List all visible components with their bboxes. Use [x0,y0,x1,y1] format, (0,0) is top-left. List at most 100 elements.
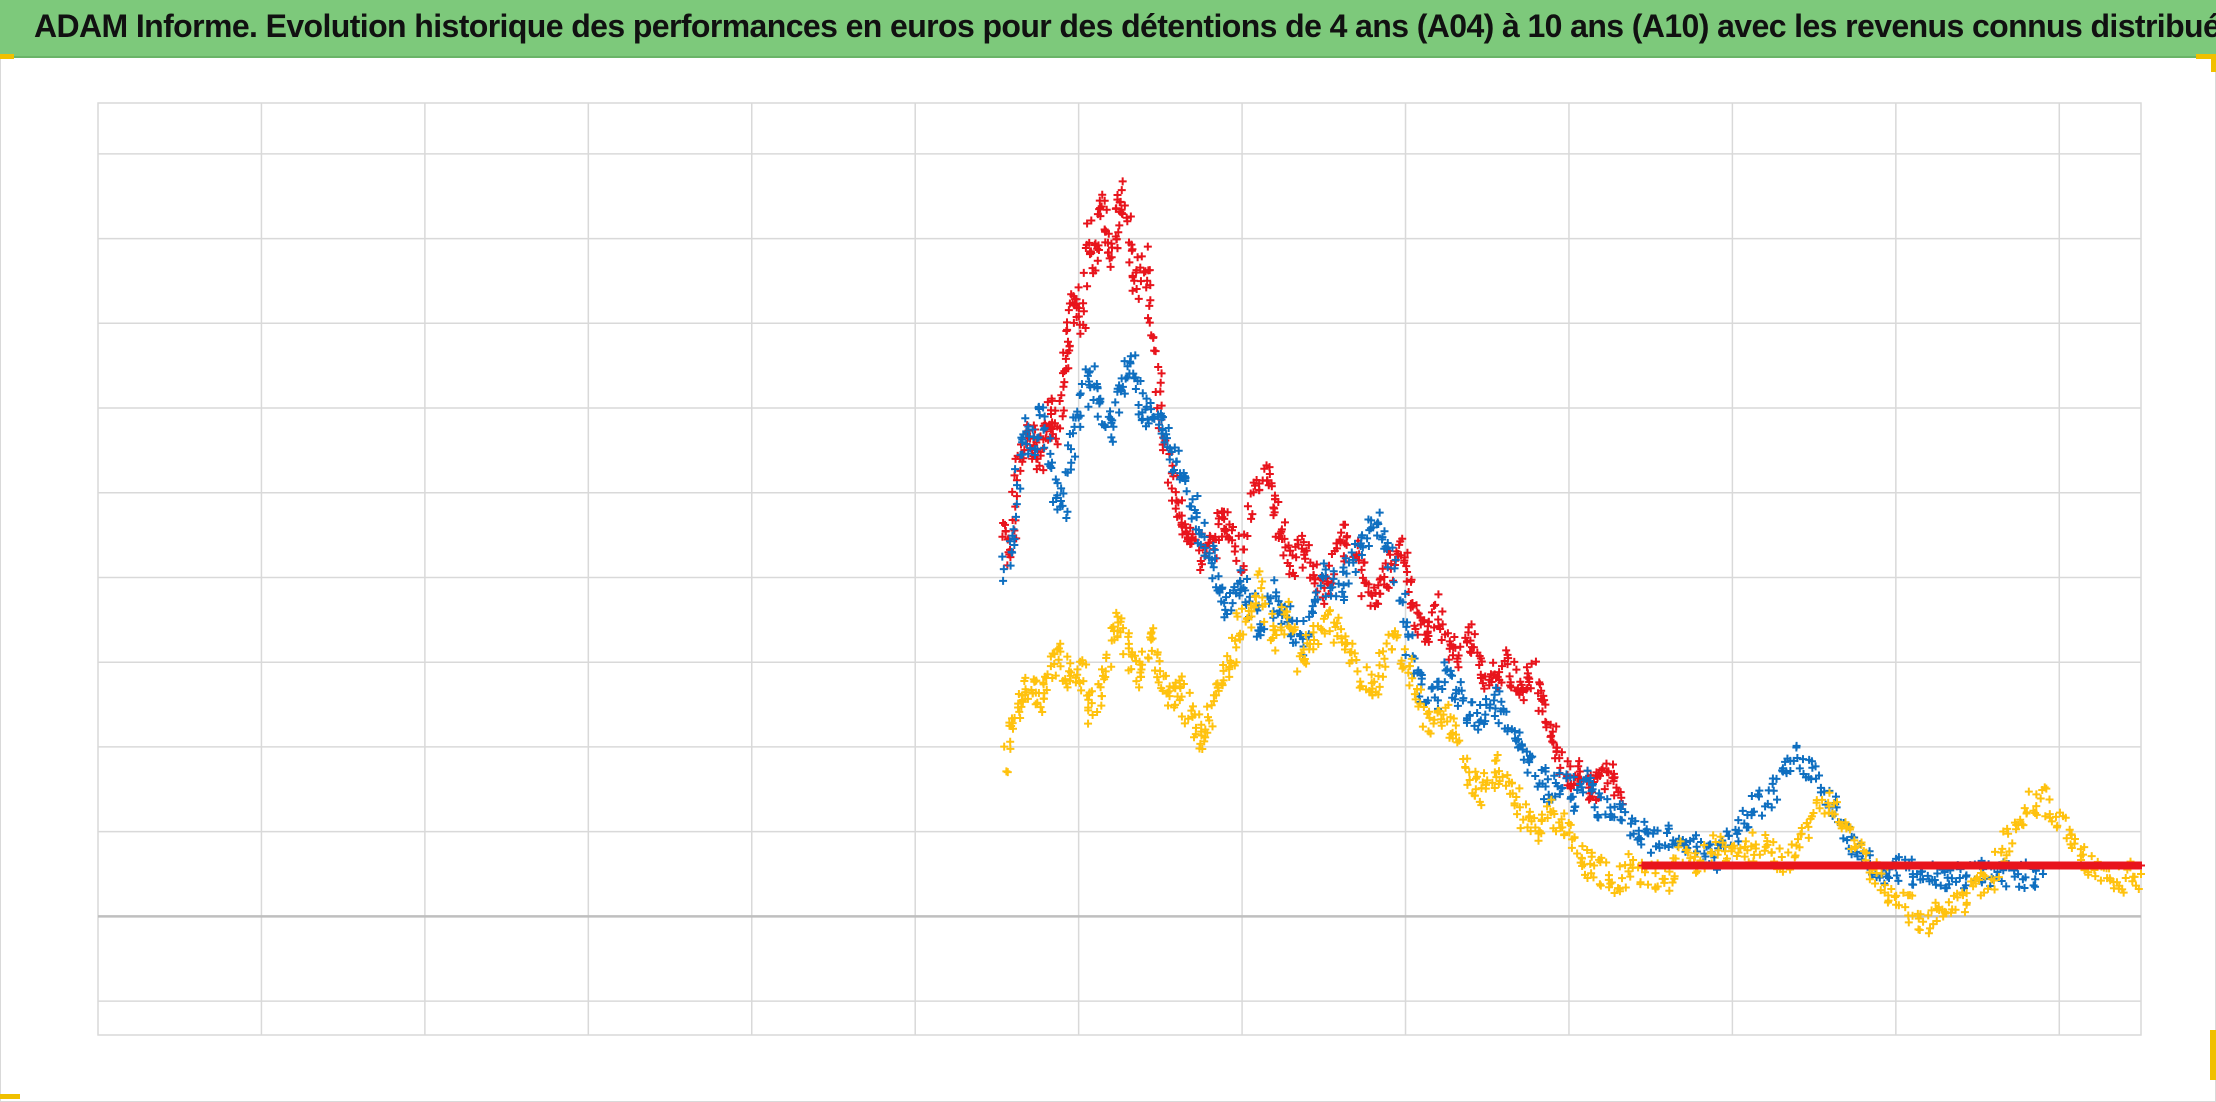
data-point [1396,596,1405,605]
data-point [1055,396,1064,405]
data-point [2038,870,2047,879]
data-point [1195,710,1204,719]
data-point [1085,367,1094,376]
data-point [1111,398,1120,407]
data-point [1313,595,1322,604]
data-point [1420,616,1429,625]
data-point [1101,423,1110,432]
data-point [1362,579,1371,588]
data-point [1046,434,1055,443]
data-point [1145,318,1154,327]
data-point [1319,559,1328,568]
data-point [1651,869,1660,878]
data-point [1142,394,1151,403]
data-point [1755,786,1764,795]
data-point [1239,584,1248,593]
data-point [1041,672,1050,681]
data-point [1734,826,1743,835]
data-point [1547,795,1556,804]
data-point [1650,826,1659,835]
data-point [1812,798,1821,807]
data-point [2079,850,2088,859]
data-point [1471,767,1480,776]
data-point [1115,408,1124,417]
data-point [1616,815,1625,824]
data-point [2014,870,2023,879]
data-point [1439,710,1448,719]
data-point [1701,852,1710,861]
data-point [1339,581,1348,590]
data-point [1010,541,1019,550]
data-point [1626,819,1635,828]
data-point [1063,507,1072,516]
data-point [1056,639,1065,648]
data-point [1228,633,1237,642]
data-point [1505,672,1514,681]
data-point [1787,840,1796,849]
data-point [1107,662,1116,671]
data-point [1186,523,1195,532]
data-point [1558,823,1567,832]
data-point [1342,540,1351,549]
data-point [1314,639,1323,648]
data-point [1102,650,1111,659]
data-point [1223,652,1232,661]
data-point [1012,492,1021,501]
data-point [1076,422,1085,431]
data-point [1470,721,1479,730]
data-point [1161,671,1170,680]
data-point [1190,733,1199,742]
data-point [1375,648,1384,657]
data-point [1114,228,1123,237]
data-point [1403,567,1412,576]
data-point [1087,699,1096,708]
data-point [1552,827,1561,836]
data-point [1149,624,1158,633]
data-point [1162,689,1171,698]
data-point [1808,763,1817,772]
data-point [1904,918,1913,927]
data-point [1197,727,1206,736]
data-point [1271,646,1280,655]
data-point [1378,672,1387,681]
data-point [1480,684,1489,693]
data-point [1005,718,1014,727]
data-point [1118,210,1127,219]
data-point [1541,763,1550,772]
data-point [1357,682,1366,691]
data-point [1185,502,1194,511]
data-point [1062,364,1071,373]
data-point [1618,874,1627,883]
data-point [1724,831,1733,840]
data-point [1136,263,1145,272]
data-point [1008,487,1017,496]
data-point [1371,688,1380,697]
data-point [1660,878,1669,887]
data-point [1997,848,2006,857]
data-point [1051,671,1060,680]
data-point [1428,683,1437,692]
data-point [2002,882,2011,891]
data-point [1398,534,1407,543]
data-point [1066,671,1075,680]
data-point [1456,642,1465,651]
data-point [1071,673,1080,682]
data-point [1691,849,1700,858]
data-point [1255,567,1264,576]
data-point [1331,622,1340,631]
data-point [1286,602,1295,611]
data-point [1272,588,1281,597]
data-point [1120,389,1129,398]
data-point [1160,434,1169,443]
data-point [1734,816,1743,825]
data-point [1304,541,1313,550]
data-point [1220,524,1229,533]
data-point [1159,446,1168,455]
data-point [1483,776,1492,785]
data-point [1530,814,1539,823]
data-point [2084,870,2093,879]
data-point [1265,469,1274,478]
data-point [1047,463,1056,472]
data-point [1537,686,1546,695]
data-point [1320,599,1329,608]
